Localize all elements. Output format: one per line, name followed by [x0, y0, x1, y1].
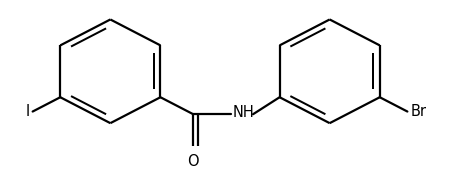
- Text: I: I: [25, 104, 30, 119]
- Text: Br: Br: [410, 104, 426, 119]
- Text: O: O: [188, 154, 199, 168]
- Text: NH: NH: [233, 105, 255, 120]
